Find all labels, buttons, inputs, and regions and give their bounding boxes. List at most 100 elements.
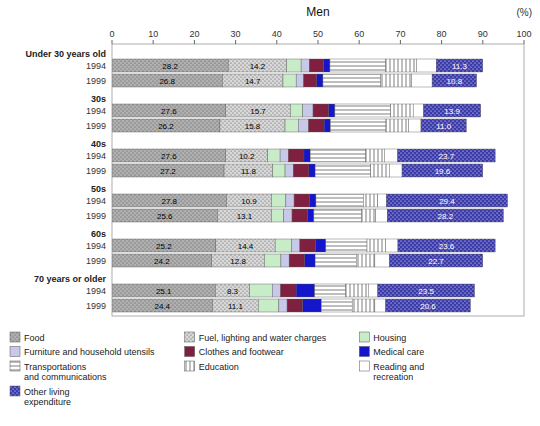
bar-segment	[215, 284, 249, 297]
bar-segment	[346, 284, 369, 297]
text-line: Other living	[24, 387, 70, 397]
bar-segment	[288, 149, 304, 162]
bar-segment	[284, 209, 292, 222]
category-label: 1999	[86, 166, 106, 176]
text-line: Transportations	[24, 362, 87, 372]
bar-segment	[112, 164, 224, 177]
bar-segment	[309, 119, 325, 132]
bar-segment	[323, 74, 381, 87]
bar-segment	[304, 74, 317, 87]
bar-segment	[268, 149, 280, 162]
tick-label: 60	[354, 29, 364, 39]
group-label: 40s	[91, 139, 106, 149]
category-label: 1994	[86, 241, 106, 251]
category-label: 1994	[86, 151, 106, 161]
bar-segment	[402, 164, 483, 177]
bar-segment	[301, 59, 309, 72]
bar-segment	[112, 254, 212, 267]
data-label: 26.8	[159, 77, 175, 86]
bar-segment	[313, 104, 329, 117]
bar-segment	[375, 299, 386, 312]
data-label: 23.7	[439, 152, 455, 161]
data-label: 20.6	[420, 302, 436, 311]
tick-mark	[359, 40, 360, 44]
bar-segment	[293, 164, 309, 177]
legend-label: Food	[24, 333, 45, 343]
tick-label: 50	[313, 29, 323, 39]
bar-segment	[386, 194, 507, 207]
tick-mark	[276, 40, 277, 44]
bar-segment	[387, 209, 503, 222]
bar-segment	[294, 194, 310, 207]
bar-segment	[216, 239, 275, 252]
bar-segment	[283, 74, 296, 87]
bar-segment	[386, 59, 417, 72]
data-label: 28.2	[162, 62, 178, 71]
bar-segment	[286, 194, 294, 207]
legend-swatch	[185, 361, 195, 371]
data-label: 25.1	[156, 287, 172, 296]
bar-segment	[389, 164, 402, 177]
tick-label: 30	[231, 29, 241, 39]
data-label: 13.1	[237, 212, 253, 221]
legend-swatch	[10, 332, 20, 342]
bar-segment	[292, 239, 300, 252]
bar-segment	[309, 164, 315, 177]
data-label: 24.4	[154, 302, 170, 311]
bar-segment	[212, 254, 265, 267]
group-label: 70 years or older	[34, 274, 107, 284]
tick-label: 70	[395, 29, 405, 39]
legend-label: Medical care	[373, 347, 424, 357]
tick-label: 20	[189, 29, 199, 39]
bar-segment	[289, 254, 305, 267]
bar-segment	[416, 59, 436, 72]
bar-segment	[112, 194, 227, 207]
bar-segment	[324, 119, 330, 132]
data-label: 11.8	[241, 167, 257, 176]
bar-segment	[315, 284, 346, 297]
data-label: 26.2	[158, 122, 174, 131]
data-label: 11.1	[228, 302, 244, 311]
bar-segment	[112, 149, 226, 162]
bar-segment	[292, 209, 308, 222]
bar-segment	[281, 254, 289, 267]
bar-segment	[296, 284, 315, 297]
bar-segment	[398, 149, 496, 162]
bar-segment	[386, 119, 409, 132]
legend-swatch	[185, 332, 195, 342]
bar-segment	[296, 74, 303, 87]
bar-segment	[330, 119, 386, 132]
data-label: 25.6	[157, 212, 173, 221]
bar-segment	[335, 104, 391, 117]
data-labels: 28.214.211.326.814.710.827.615.713.926.2…	[154, 62, 467, 311]
bar-segment	[112, 209, 217, 222]
bar-segment	[303, 299, 322, 312]
data-label: 28.2	[438, 212, 454, 221]
bar-segment	[281, 284, 297, 297]
bar-segment	[386, 299, 471, 312]
bar-segment	[421, 119, 466, 132]
bar-segment	[378, 284, 475, 297]
bar-segment	[272, 284, 280, 297]
bar-segment	[112, 284, 215, 297]
legend-label: Other livingexpenditure	[24, 387, 71, 408]
tick-label: 0	[109, 29, 114, 39]
bar-segment	[112, 239, 216, 252]
bar-segment	[226, 104, 291, 117]
data-label: 11.3	[452, 62, 468, 71]
group-label: Under 30 years old	[25, 49, 106, 59]
bar-segment	[316, 239, 326, 252]
category-label: 1994	[86, 61, 106, 71]
bar-segment	[298, 119, 308, 132]
tick-mark	[400, 40, 401, 44]
bar-segment	[375, 254, 389, 267]
bar-segment	[250, 284, 273, 297]
bar-segment	[112, 59, 228, 72]
legend-swatch	[10, 361, 20, 371]
bar-segment	[316, 194, 363, 207]
group-label: 30s	[91, 94, 106, 104]
bar-segment	[303, 104, 313, 117]
data-label: 11.0	[436, 122, 452, 131]
category-label: 1994	[86, 286, 106, 296]
data-label: 8.3	[227, 287, 239, 296]
